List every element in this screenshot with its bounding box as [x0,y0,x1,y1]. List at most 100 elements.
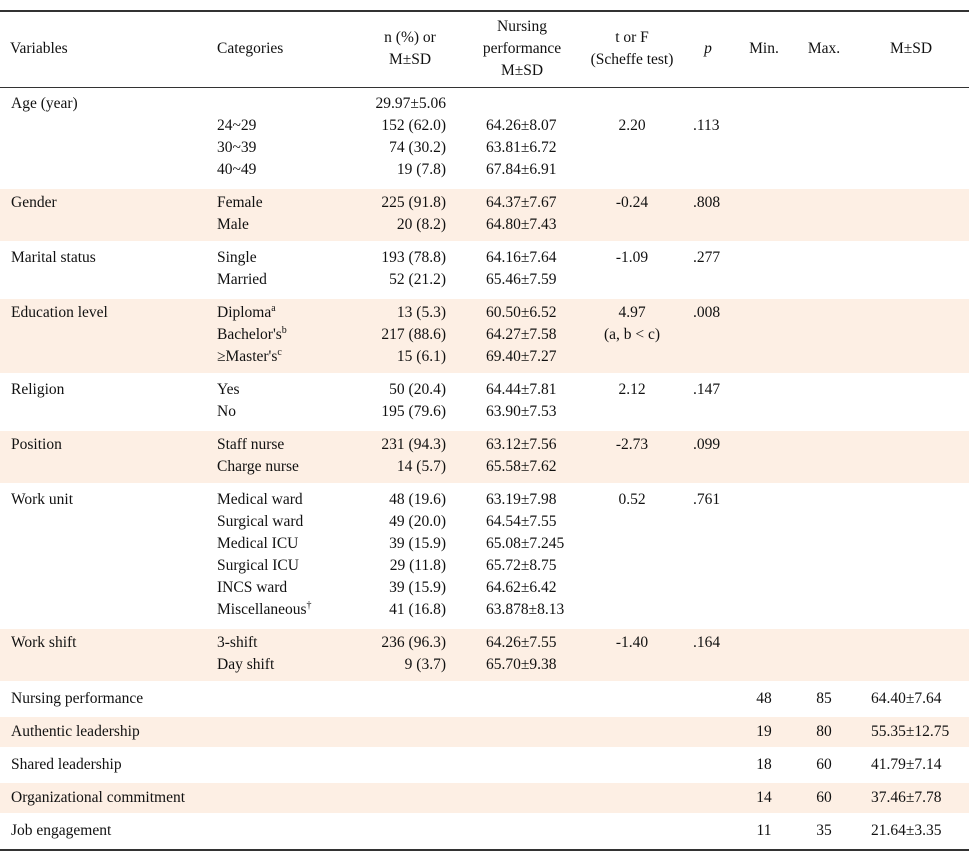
performance-cell: 65.46±7.59 [486,271,557,288]
variable-label: Position [11,436,62,453]
n-cell: 48 (19.6) [389,491,446,508]
category-cell: INCS ward [217,579,288,596]
category-cell: Female [217,194,263,211]
variable-label: Gender [11,194,57,211]
min-cell: 11 [756,822,772,839]
n-cell: 20 (8.2) [396,216,446,233]
p-cell: .099 [693,436,721,453]
category-cell: Surgical ward [217,513,304,530]
n-cell: 9 (3.7) [404,656,446,673]
summary-variable: Authentic leadership [11,723,140,740]
variable-label: Work unit [11,491,74,508]
t-cell: -2.73 [615,436,649,453]
summary-band [0,816,969,846]
group-band [0,299,969,373]
category-cell: 24~29 [217,117,257,134]
t-cell: (a, b < c) [603,326,661,343]
category-cell: Diplomaa [217,302,276,321]
msd-cell: 55.35±12.75 [871,723,950,740]
category-footnote: c [277,346,282,358]
performance-cell: 64.27±7.58 [486,326,557,343]
header-cell: M±SD [388,51,432,68]
t-cell: 0.52 [618,491,646,508]
performance-cell: 63.878±8.13 [486,601,565,618]
bottom-rule [0,849,969,851]
group-band [0,90,969,186]
performance-cell: 65.08±7.245 [486,535,565,552]
header-cell: M±SD [889,40,933,57]
t-cell: 2.12 [618,381,646,398]
performance-cell: 63.19±7.98 [486,491,557,508]
group-band [0,189,969,241]
variable-label: Work shift [11,634,77,651]
p-cell: .008 [693,304,721,321]
performance-cell: 65.72±8.75 [486,557,557,574]
msd-cell: 37.46±7.78 [871,789,942,806]
variable-label: Education level [11,304,108,321]
summary-band [0,783,969,813]
performance-cell: 64.26±8.07 [486,117,557,134]
min-cell: 14 [756,789,772,806]
p-cell: .147 [693,381,721,398]
msd-cell: 21.64±3.35 [871,822,942,839]
n-cell: 19 (7.8) [396,161,446,178]
header-cell: t or F [615,29,649,46]
performance-cell: 65.70±9.38 [486,656,557,673]
min-cell: 18 [756,756,772,773]
p-cell: .277 [693,249,721,266]
t-cell: -0.24 [615,194,649,211]
variable-label: Marital status [11,249,96,266]
header-cell: Nursing [497,18,547,35]
t-cell: 4.97 [618,304,646,321]
p-cell: .761 [693,491,721,508]
performance-cell: 63.12±7.56 [486,436,557,453]
msd-cell: 41.79±7.14 [871,756,942,773]
n-cell: 52 (21.2) [389,271,446,288]
n-cell: 231 (94.3) [381,436,446,453]
summary-band [0,684,969,714]
category-cell: Staff nurse [217,436,285,453]
summary-variable: Nursing performance [11,690,144,707]
n-cell: 29 (11.8) [389,557,446,574]
max-cell: 35 [816,822,832,839]
n-cell: 49 (20.0) [389,513,446,530]
category-cell: 40~49 [217,161,257,178]
n-cell: 217 (88.6) [381,326,446,343]
category-footnote: † [306,599,312,611]
header-rule [0,87,969,88]
n-cell: 41 (16.8) [389,601,446,618]
category-cell: Medical ICU [217,535,299,552]
t-cell: 2.20 [618,117,646,134]
category-cell: Medical ward [217,491,303,508]
category-cell: 3-shift [217,634,258,651]
max-cell: 60 [816,756,832,773]
n-cell: 29.97±5.06 [375,95,446,112]
header-cell: (Scheffe test) [590,51,674,68]
summary-variable: Shared leadership [11,756,122,773]
header-cell: performance [482,40,562,57]
performance-cell: 60.50±6.52 [486,304,557,321]
performance-cell: 65.58±7.62 [486,458,557,475]
category-cell: Yes [217,381,240,398]
category-cell: Married [217,271,267,288]
group-band [0,244,969,296]
summary-variable: Job engagement [11,822,112,839]
variable-label: Age (year) [11,95,78,112]
performance-cell: 64.80±7.43 [486,216,557,233]
p-cell: .808 [693,194,721,211]
top-rule [0,10,969,12]
header-cell: M±SD [500,62,544,79]
category-cell: Bachelor'sb [217,324,287,343]
p-cell: .113 [693,117,720,134]
n-cell: 193 (78.8) [381,249,446,266]
performance-cell: 63.90±7.53 [486,403,557,420]
max-cell: 85 [816,690,832,707]
header-cell: p [704,40,712,57]
group-band [0,486,969,626]
category-cell: Male [217,216,249,233]
variable-label: Religion [11,381,65,398]
group-band [0,376,969,428]
performance-cell: 67.84±6.91 [486,161,557,178]
p-cell: .164 [693,634,721,651]
